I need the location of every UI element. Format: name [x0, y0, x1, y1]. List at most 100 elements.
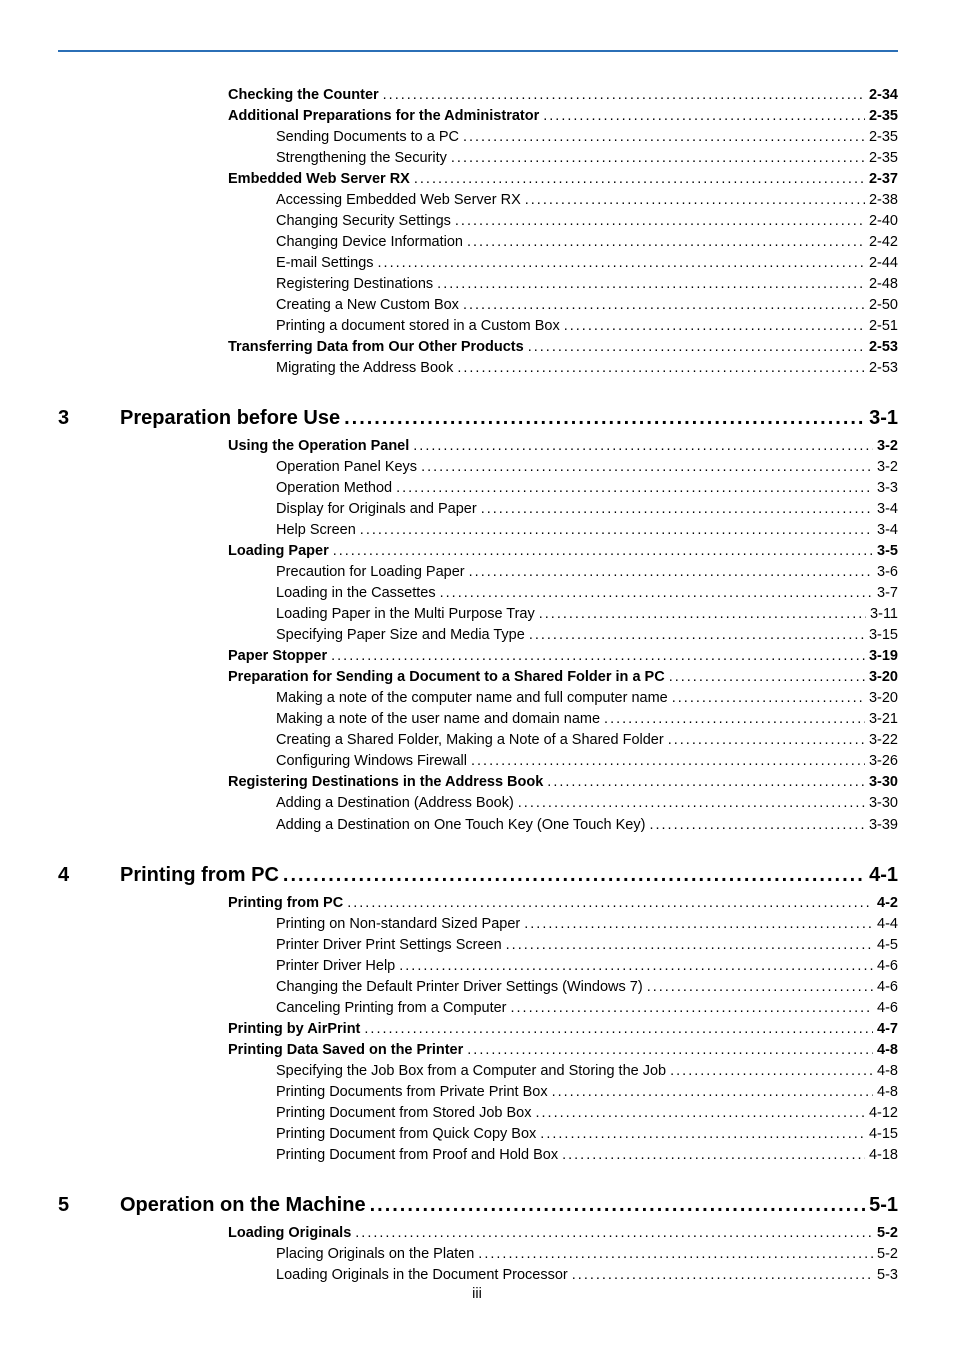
toc-entry[interactable]: Strengthening the Security 2-35: [276, 148, 898, 169]
toc-entry-title: Canceling Printing from a Computer: [276, 998, 507, 1019]
toc-entry[interactable]: Display for Originals and Paper 3-4: [276, 499, 898, 520]
toc-entry[interactable]: Printing by AirPrint 4-7: [228, 1019, 898, 1040]
toc-entry[interactable]: Embedded Web Server RX 2-37: [228, 169, 898, 190]
toc-entry-page: 3-2: [877, 457, 898, 478]
toc-entry[interactable]: Help Screen 3-4: [276, 520, 898, 541]
toc-chapter[interactable]: 4Printing from PC 4-1: [58, 864, 898, 887]
toc-entry[interactable]: Loading Originals 5-2: [228, 1223, 898, 1244]
toc-entry[interactable]: Printing Document from Quick Copy Box 4-…: [276, 1124, 898, 1145]
toc-entry-title: Loading Paper: [228, 541, 329, 562]
toc-entry[interactable]: Canceling Printing from a Computer 4-6: [276, 998, 898, 1019]
toc-entry-page: 2-38: [869, 190, 898, 211]
toc-leader: [437, 274, 865, 295]
toc-entry[interactable]: E-mail Settings 2-44: [276, 253, 898, 274]
toc-entry-page: 4-8: [877, 1061, 898, 1082]
toc-entry-page: 5-2: [877, 1244, 898, 1265]
toc-entry[interactable]: Making a note of the computer name and f…: [276, 688, 898, 709]
toc-entry-page: 2-53: [869, 358, 898, 379]
toc-entry[interactable]: Operation Panel Keys 3-2: [276, 457, 898, 478]
toc-entry[interactable]: Changing Security Settings 2-40: [276, 211, 898, 232]
toc-entry[interactable]: Printing a document stored in a Custom B…: [276, 316, 898, 337]
toc-entry-page: 4-6: [877, 998, 898, 1019]
toc-entry[interactable]: Specifying Paper Size and Media Type 3-1…: [276, 625, 898, 646]
toc-entry[interactable]: Migrating the Address Book 2-53: [276, 358, 898, 379]
toc-entry-page: 4-12: [869, 1103, 898, 1124]
toc-entry-title: Printing from PC: [228, 893, 343, 914]
toc-entry-title: Making a note of the computer name and f…: [276, 688, 668, 709]
toc-chapter-number: 4: [58, 864, 120, 887]
toc-entry-title: Help Screen: [276, 520, 356, 541]
toc-entry[interactable]: Operation Method 3-3: [276, 478, 898, 499]
toc-entry[interactable]: Registering Destinations 2-48: [276, 274, 898, 295]
toc-entry-page: 4-6: [877, 977, 898, 998]
toc-leader: [383, 85, 865, 106]
toc-entry-title: Printing by AirPrint: [228, 1019, 360, 1040]
toc-entry[interactable]: Loading Paper in the Multi Purpose Tray …: [276, 604, 898, 625]
toc-entry-title: Printing Document from Stored Job Box: [276, 1103, 531, 1124]
toc-entry[interactable]: Loading Originals in the Document Proces…: [276, 1265, 898, 1286]
toc-entry[interactable]: Configuring Windows Firewall 3-26: [276, 751, 898, 772]
toc-entry-title: Sending Documents to a PC: [276, 127, 459, 148]
toc-leader: [331, 646, 865, 667]
toc-entry[interactable]: Transferring Data from Our Other Product…: [228, 337, 898, 358]
toc-leader: [543, 106, 865, 127]
toc-leader: [347, 893, 873, 914]
toc-entry[interactable]: Specifying the Job Box from a Computer a…: [276, 1061, 898, 1082]
toc-entry[interactable]: Printer Driver Print Settings Screen 4-5: [276, 935, 898, 956]
toc-leader: [440, 583, 873, 604]
toc-entry[interactable]: Accessing Embedded Web Server RX 2-38: [276, 190, 898, 211]
toc-entry[interactable]: Additional Preparations for the Administ…: [228, 106, 898, 127]
toc-entry[interactable]: Registering Destinations in the Address …: [228, 772, 898, 793]
toc-entry[interactable]: Precaution for Loading Paper 3-6: [276, 562, 898, 583]
toc-entry[interactable]: Changing the Default Printer Driver Sett…: [276, 977, 898, 998]
toc-entry-title: Printing Documents from Private Print Bo…: [276, 1082, 548, 1103]
toc-entry[interactable]: Adding a Destination (Address Book) 3-30: [276, 793, 898, 814]
page-number: iii: [0, 1286, 954, 1302]
toc-chapter[interactable]: 3Preparation before Use 3-1: [58, 407, 898, 430]
toc-entry-page: 2-50: [869, 295, 898, 316]
toc-entry[interactable]: Changing Device Information 2-42: [276, 232, 898, 253]
toc-entry[interactable]: Printing Documents from Private Print Bo…: [276, 1082, 898, 1103]
toc-entry[interactable]: Creating a Shared Folder, Making a Note …: [276, 730, 898, 751]
toc-entry[interactable]: Preparation for Sending a Document to a …: [228, 667, 898, 688]
toc-entry[interactable]: Using the Operation Panel 3-2: [228, 436, 898, 457]
toc-entry-page: 2-53: [869, 337, 898, 358]
toc-chapter-number: 3: [58, 407, 120, 430]
toc-entry-title: Adding a Destination on One Touch Key (O…: [276, 815, 645, 836]
toc-entry-title: Accessing Embedded Web Server RX: [276, 190, 521, 211]
toc-entry-title: Printing Document from Quick Copy Box: [276, 1124, 536, 1145]
toc-entry[interactable]: Printing from PC 4-2: [228, 893, 898, 914]
toc-chapter-title: Operation on the Machine: [120, 1194, 366, 1217]
toc-leader: [511, 998, 874, 1019]
toc-entry[interactable]: Placing Originals on the Platen 5-2: [276, 1244, 898, 1265]
toc-entry[interactable]: Printer Driver Help 4-6: [276, 956, 898, 977]
toc-entry-page: 4-18: [869, 1145, 898, 1166]
toc-entry-page: 2-34: [869, 85, 898, 106]
toc-entry[interactable]: Printing on Non-standard Sized Paper 4-4: [276, 914, 898, 935]
toc-leader: [540, 1124, 865, 1145]
toc-entry-title: Transferring Data from Our Other Product…: [228, 337, 524, 358]
toc-entry-title: Configuring Windows Firewall: [276, 751, 467, 772]
toc-entry[interactable]: Loading Paper 3-5: [228, 541, 898, 562]
toc-leader: [283, 864, 865, 887]
toc-leader: [471, 751, 865, 772]
toc-entry[interactable]: Paper Stopper 3-19: [228, 646, 898, 667]
toc-chapter[interactable]: 5Operation on the Machine 5-1: [58, 1194, 898, 1217]
toc-leader: [669, 667, 865, 688]
toc-entry[interactable]: Making a note of the user name and domai…: [276, 709, 898, 730]
toc-entry[interactable]: Checking the Counter 2-34: [228, 85, 898, 106]
toc-entry[interactable]: Printing Data Saved on the Printer 4-8: [228, 1040, 898, 1061]
toc-entry[interactable]: Printing Document from Stored Job Box 4-…: [276, 1103, 898, 1124]
toc-entry[interactable]: Sending Documents to a PC 2-35: [276, 127, 898, 148]
toc-entry[interactable]: Creating a New Custom Box 2-50: [276, 295, 898, 316]
toc-leader: [604, 709, 865, 730]
toc-entry-page: 2-48: [869, 274, 898, 295]
toc-entry[interactable]: Loading in the Cassettes 3-7: [276, 583, 898, 604]
toc-leader: [529, 625, 865, 646]
toc-entry-title: Operation Panel Keys: [276, 457, 417, 478]
toc-entry-page: 4-2: [877, 893, 898, 914]
toc-entry-page: 3-26: [869, 751, 898, 772]
toc-entry[interactable]: Printing Document from Proof and Hold Bo…: [276, 1145, 898, 1166]
toc-entry[interactable]: Adding a Destination on One Touch Key (O…: [276, 815, 898, 836]
toc-entry-title: Additional Preparations for the Administ…: [228, 106, 539, 127]
